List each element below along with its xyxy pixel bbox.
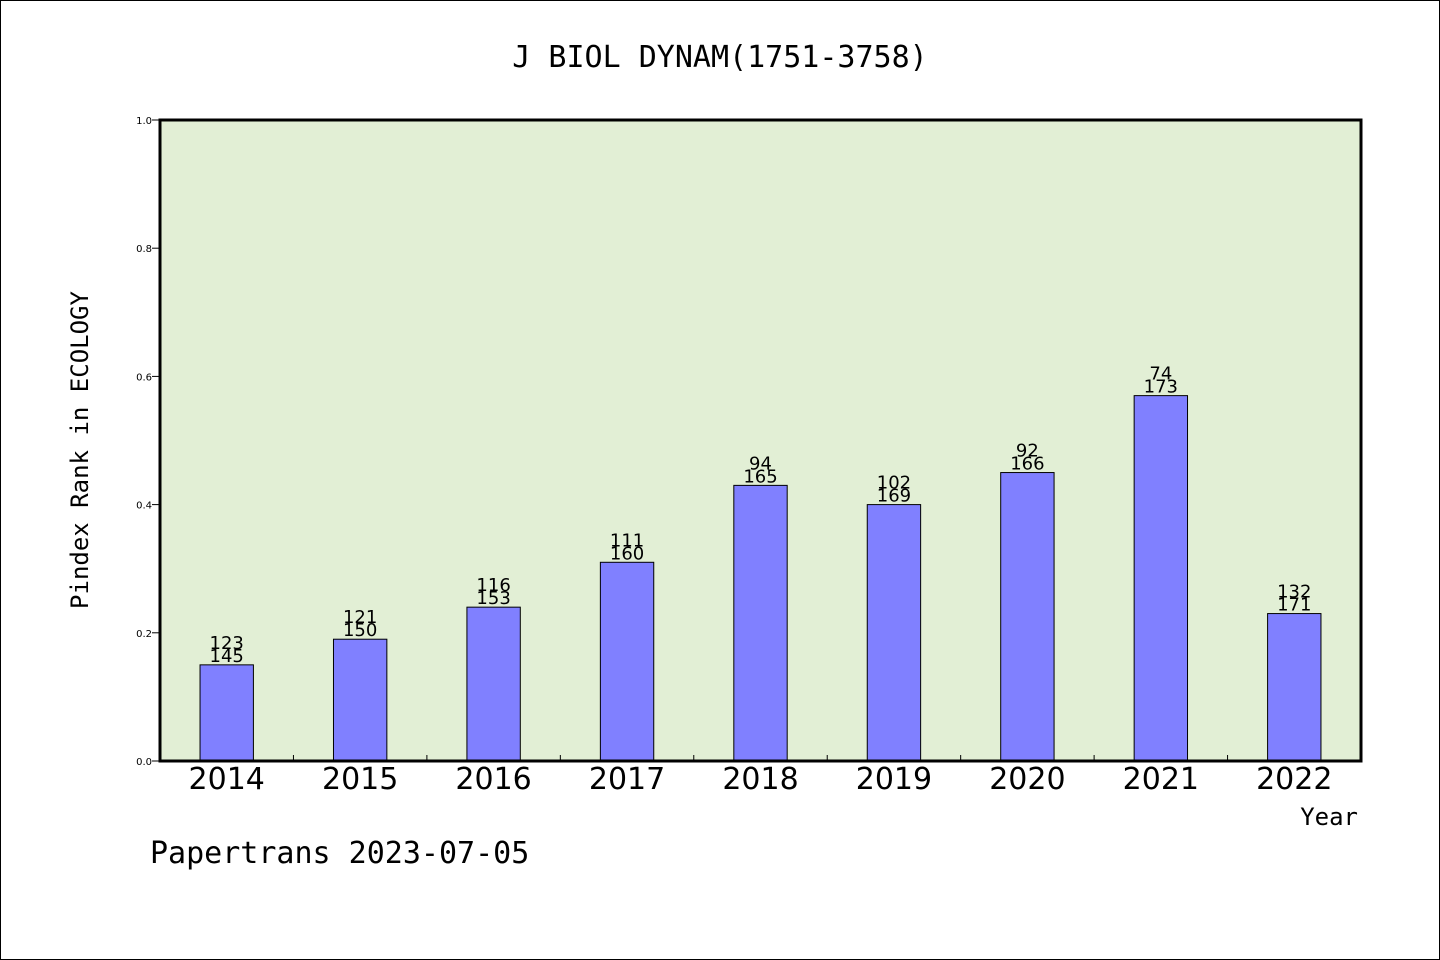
bar-label-top: 74 bbox=[1149, 364, 1172, 385]
bar bbox=[599, 561, 655, 762]
bar-label-bottom: 165 bbox=[743, 466, 777, 487]
x-tick-label: 2015 bbox=[322, 762, 398, 797]
x-axis-ticks: 2014 2015 2016 2017 2018 2019 2020 2021 2022 bbox=[189, 755, 1332, 797]
x-tick-label: 2019 bbox=[856, 762, 932, 797]
y-tick-label: 0.6 bbox=[136, 372, 152, 383]
y-tick-label: 0.4 bbox=[136, 501, 152, 512]
x-tick-label: 2016 bbox=[455, 762, 531, 797]
bar-label-bottom: 160 bbox=[610, 543, 644, 564]
bar-label-top: 94 bbox=[749, 453, 772, 474]
bar bbox=[733, 484, 788, 762]
bars bbox=[199, 395, 1322, 762]
x-tick-label: 2018 bbox=[722, 762, 798, 797]
bar bbox=[1267, 613, 1322, 762]
footer-text: Papertrans 2023-07-05 bbox=[150, 836, 529, 871]
bar bbox=[866, 504, 922, 762]
x-axis-label: Year bbox=[1300, 803, 1358, 831]
y-tick-label: 0.0 bbox=[136, 757, 152, 768]
bar bbox=[332, 638, 388, 762]
bar-label-bottom: 171 bbox=[1277, 595, 1311, 616]
x-tick-label: 2020 bbox=[989, 762, 1065, 797]
bar bbox=[1133, 395, 1189, 762]
bar-label-bottom: 166 bbox=[1010, 454, 1044, 475]
y-axis-label: Pindex Rank in ECOLOGY bbox=[66, 291, 94, 609]
bar-label-top: 121 bbox=[343, 607, 377, 628]
bar-label-top: 102 bbox=[877, 473, 911, 494]
bar-label-top: 132 bbox=[1277, 582, 1311, 603]
bar-label-bottom: 150 bbox=[343, 620, 377, 641]
x-tick-label: 2022 bbox=[1256, 762, 1332, 797]
bar-label-bottom: 169 bbox=[877, 486, 911, 507]
x-tick-label: 2017 bbox=[589, 762, 665, 797]
bar bbox=[466, 606, 521, 762]
bar-label-top: 116 bbox=[476, 575, 510, 596]
bar-label-top: 123 bbox=[210, 633, 244, 654]
bar-label-top: 111 bbox=[610, 530, 644, 551]
x-tick-label: 2021 bbox=[1123, 762, 1199, 797]
bar-label-top: 92 bbox=[1016, 441, 1039, 462]
bar bbox=[199, 664, 254, 762]
y-tick-label: 0.2 bbox=[136, 629, 152, 640]
plot-border bbox=[158, 118, 1363, 763]
chart-title: J BIOL DYNAM(1751-3758) bbox=[512, 40, 927, 75]
bar-label-bottom: 145 bbox=[210, 646, 244, 667]
bar bbox=[1000, 472, 1055, 762]
y-tick-label: 0.8 bbox=[136, 244, 152, 255]
bar-label-bottom: 173 bbox=[1144, 377, 1178, 398]
x-tick-label: 2014 bbox=[189, 762, 265, 797]
y-tick-label: 1.0 bbox=[136, 116, 152, 127]
bar-label-bottom: 153 bbox=[476, 588, 510, 609]
y-axis-ticks: 0.0 0.2 0.4 0.6 0.8 1.0 bbox=[136, 116, 160, 768]
